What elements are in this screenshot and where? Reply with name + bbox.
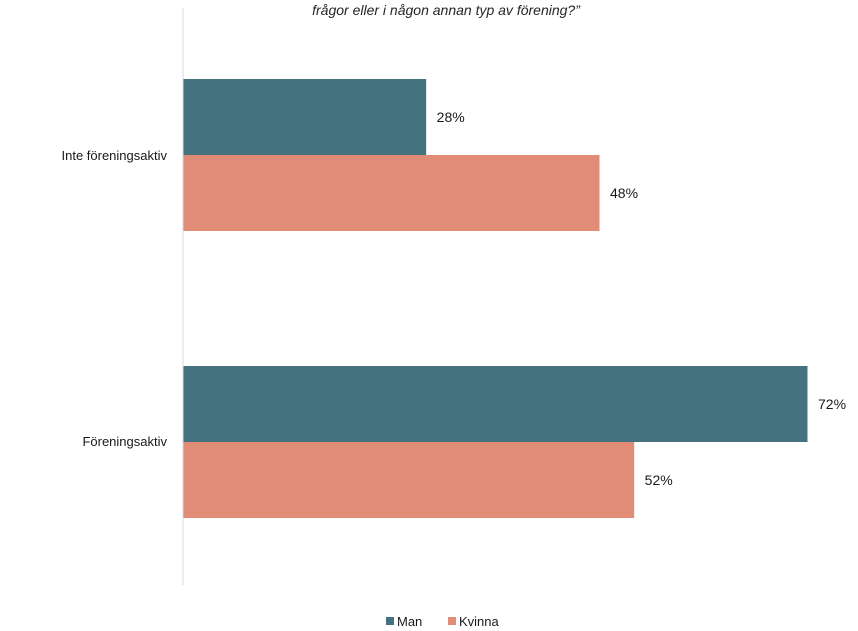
bar-man bbox=[183, 366, 808, 442]
legend-swatch-kvinna bbox=[448, 617, 456, 625]
data-label: 72% bbox=[818, 396, 846, 412]
legend: Man Kvinna bbox=[386, 614, 500, 629]
plot-area: Inte föreningsaktiv 28% 48% Föreningsaktiv 7… bbox=[61, 79, 846, 518]
category-label: Föreningsaktiv bbox=[82, 434, 167, 449]
bar-kvinna bbox=[183, 155, 600, 231]
data-label: 52% bbox=[645, 472, 673, 488]
bar-kvinna bbox=[183, 442, 635, 518]
bar-man bbox=[183, 79, 427, 155]
category-label: Inte föreningsaktiv bbox=[61, 148, 167, 163]
data-label: 48% bbox=[610, 185, 638, 201]
legend-swatch-man bbox=[386, 617, 394, 625]
data-label: 28% bbox=[437, 109, 465, 125]
chart-title: frågor eller i någon annan typ av föreni… bbox=[312, 2, 581, 18]
legend-label-man: Man bbox=[397, 614, 422, 629]
legend-label-kvinna: Kvinna bbox=[459, 614, 500, 629]
